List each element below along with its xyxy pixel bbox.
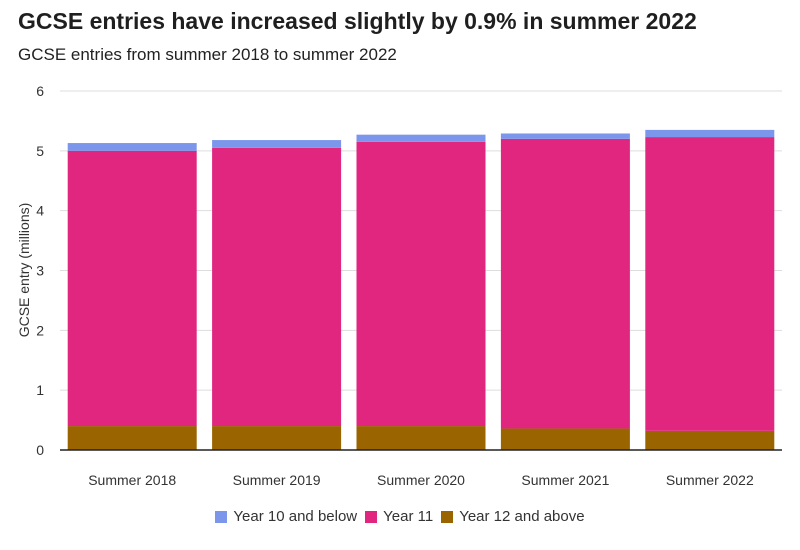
bar-segment: [212, 426, 342, 450]
bars: [67, 129, 775, 450]
legend-item: Year 12 and above: [441, 508, 585, 525]
bar-segment: [212, 140, 342, 148]
bar-segment: [356, 134, 486, 142]
y-tick-label: 5: [36, 143, 44, 159]
y-tick-label: 2: [36, 322, 44, 338]
x-tick-label: Summer 2022: [666, 472, 754, 488]
bar-segment: [500, 428, 630, 450]
y-tick-label: 1: [36, 382, 44, 398]
bar-segment: [500, 133, 630, 139]
x-tick-label: Summer 2018: [88, 472, 176, 488]
legend-label: Year 12 and above: [459, 508, 585, 525]
y-tick-label: 4: [36, 203, 44, 219]
y-axis-title: GCSE entry (millions): [16, 203, 32, 338]
y-tick-label: 3: [36, 263, 44, 279]
bar-segment: [67, 150, 197, 427]
chart-subtitle: GCSE entries from summer 2018 to summer …: [18, 45, 397, 64]
x-tick-label: Summer 2021: [521, 472, 609, 488]
legend-swatch: [441, 510, 454, 523]
chart-title: GCSE entries have increased slightly by …: [18, 8, 697, 34]
bar-segment: [212, 147, 342, 427]
y-tick-label: 0: [36, 442, 44, 458]
legend-swatch: [215, 510, 228, 523]
x-tick-label: Summer 2020: [377, 472, 465, 488]
legend-label: Year 10 and below: [233, 508, 358, 525]
legend: Year 10 and below Year 11 Year 12 and abov…: [0, 508, 800, 525]
legend-swatch: [365, 510, 378, 523]
bar-segment: [67, 426, 197, 450]
y-tick-label: 6: [36, 83, 44, 99]
legend-item: Year 10 and below: [215, 508, 357, 525]
axes: 0 1 2 3 4 5 6 Summer 2018 Summer 2019 Summer 2020…: [36, 83, 782, 488]
bar-segment: [356, 426, 486, 450]
legend-label: Year 11: [383, 508, 434, 525]
bar-segment: [67, 143, 197, 151]
bar-segment: [645, 137, 775, 431]
legend-item: Year 11: [365, 508, 433, 525]
bar-segment: [500, 138, 630, 429]
bar-segment: [356, 141, 486, 427]
bar-segment: [645, 430, 775, 450]
x-tick-label: Summer 2019: [233, 472, 321, 488]
bar-segment: [645, 129, 775, 138]
